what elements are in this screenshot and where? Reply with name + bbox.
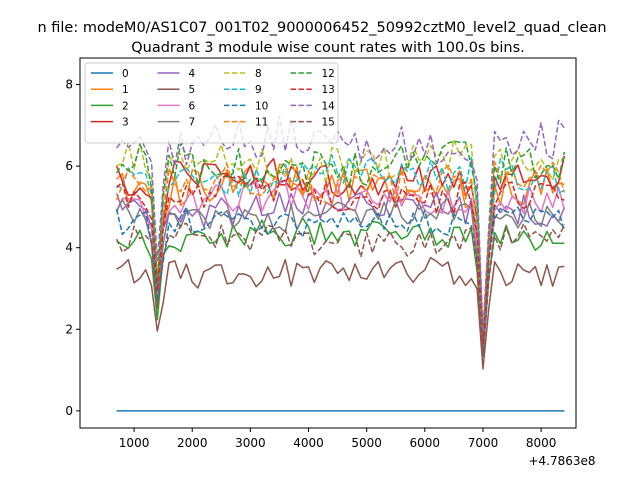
- series-line-1: [116, 163, 565, 348]
- x-tick-label: 3000: [235, 436, 266, 450]
- series-line-4: [115, 190, 566, 357]
- axis-ticks: 1000 2000 3000 4000 5000 6000 7000 8000 0 2 4 6 8: [65, 78, 556, 450]
- x-tick-label: 2000: [177, 436, 208, 450]
- x-tick-label: 5000: [351, 436, 382, 450]
- series-line-5: [116, 256, 565, 370]
- legend-label: 8: [255, 68, 262, 80]
- legend-label: 14: [322, 100, 336, 112]
- x-tick-label: 7000: [468, 436, 499, 450]
- series-line-12: [115, 140, 566, 338]
- legend-label: 6: [189, 100, 196, 112]
- legend-label: 4: [189, 68, 196, 80]
- series-line-15: [115, 222, 566, 357]
- legend-label: 15: [322, 117, 335, 129]
- series-line-11: [115, 160, 566, 346]
- chart-suptitle: n file: modeM0/AS1C07_001T02_9000006452_…: [37, 20, 606, 36]
- y-tick-label: 6: [65, 159, 73, 173]
- plot-area: [115, 115, 566, 412]
- legend-label: 0: [122, 68, 129, 80]
- y-tick-label: 2: [65, 322, 73, 336]
- x-offset-label: +4.7863e8: [528, 454, 595, 468]
- legend-box: [84, 62, 339, 144]
- legend-label: 7: [189, 117, 196, 129]
- series-line-6: [115, 179, 566, 346]
- legend-label: 5: [189, 84, 196, 96]
- x-tick-label: 8000: [526, 436, 557, 450]
- x-tick-label: 1000: [119, 436, 150, 450]
- series-line-2: [116, 217, 565, 357]
- legend-label: 11: [255, 117, 268, 129]
- chart-title: Quadrant 3 module wise count rates with …: [131, 40, 525, 56]
- legend-label: 12: [322, 68, 335, 80]
- y-tick-label: 4: [65, 241, 73, 255]
- legend-label: 13: [322, 84, 335, 96]
- legend-label: 3: [122, 117, 129, 129]
- legend-label: 2: [122, 100, 129, 112]
- x-tick-label: 4000: [293, 436, 324, 450]
- series-line-10: [115, 206, 566, 357]
- x-tick-label: 6000: [410, 436, 441, 450]
- legend-label: 10: [255, 100, 268, 112]
- y-tick-label: 8: [65, 78, 73, 92]
- legend-label: 1: [122, 84, 129, 96]
- axes-frame: [79, 57, 577, 429]
- series-line-14: [116, 115, 565, 334]
- y-tick-label: 0: [65, 404, 73, 418]
- legend-label: 9: [255, 84, 262, 96]
- series-line-13: [116, 174, 565, 345]
